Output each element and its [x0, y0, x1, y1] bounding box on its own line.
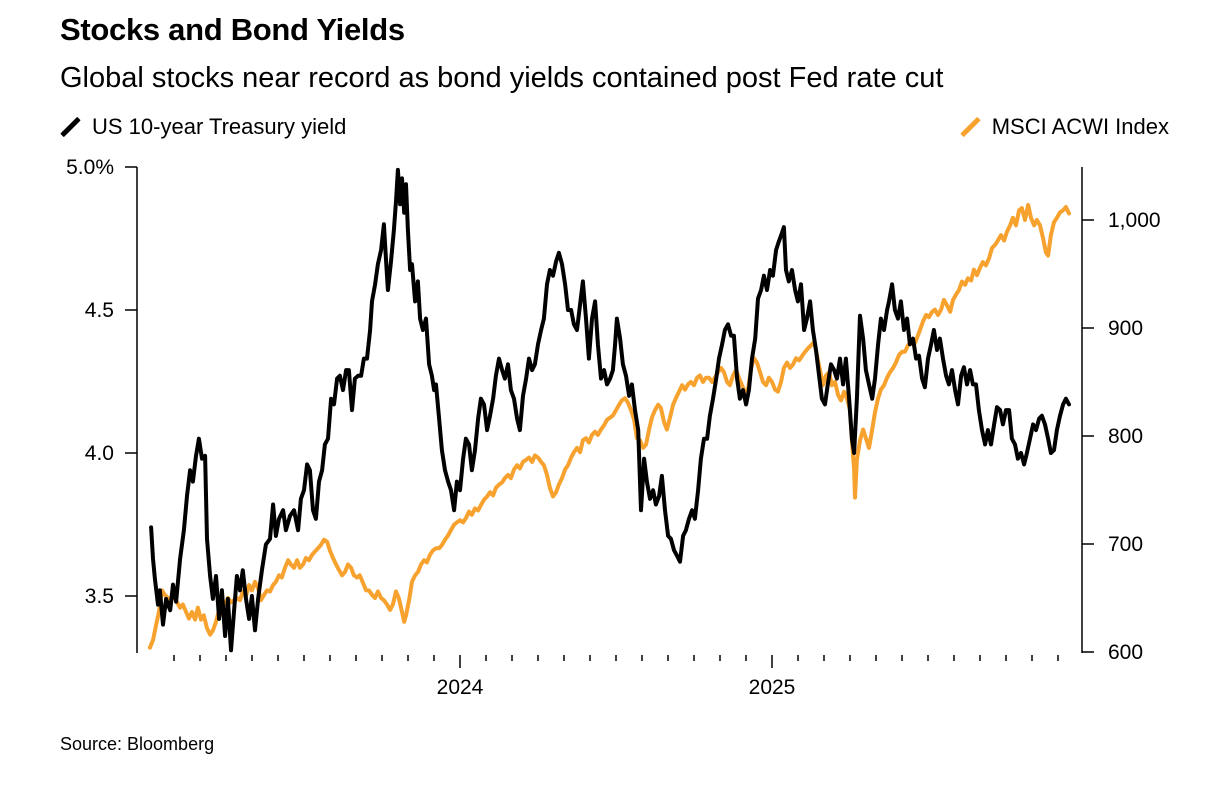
legend-label: MSCI ACWI Index	[991, 114, 1169, 139]
right-axis-tick-label: 600	[1108, 641, 1143, 664]
right-axis-tick-label: 1,000	[1108, 209, 1161, 232]
source-note: Source: Bloomberg	[60, 734, 215, 754]
left-axis-tick-label: 4.0	[85, 442, 114, 465]
legend-label: US 10-year Treasury yield	[92, 114, 347, 139]
chart-subtitle: Global stocks near record as bond yields…	[60, 62, 944, 94]
left-axis-tick-label: 5.0%	[66, 156, 114, 179]
legend-item-msci-acwi: MSCI ACWI Index	[960, 114, 1169, 140]
right-axis-tick-label: 800	[1108, 425, 1143, 448]
chart-title: Stocks and Bond Yields	[60, 12, 405, 47]
right-axis-tick-label: 700	[1108, 533, 1143, 556]
series-line-msci-acwi	[147, 202, 1071, 650]
series-line-treasury-yield	[149, 167, 1071, 653]
x-axis-tick-label: 2025	[749, 676, 796, 699]
right-axis-tick-label: 900	[1108, 317, 1143, 340]
legend-item-treasury-yield: US 10-year Treasury yield	[60, 114, 346, 140]
x-axis-tick-label: 2024	[437, 676, 484, 699]
left-axis-tick-label: 4.5	[85, 299, 114, 322]
left-axis-tick-label: 3.5	[85, 585, 114, 608]
